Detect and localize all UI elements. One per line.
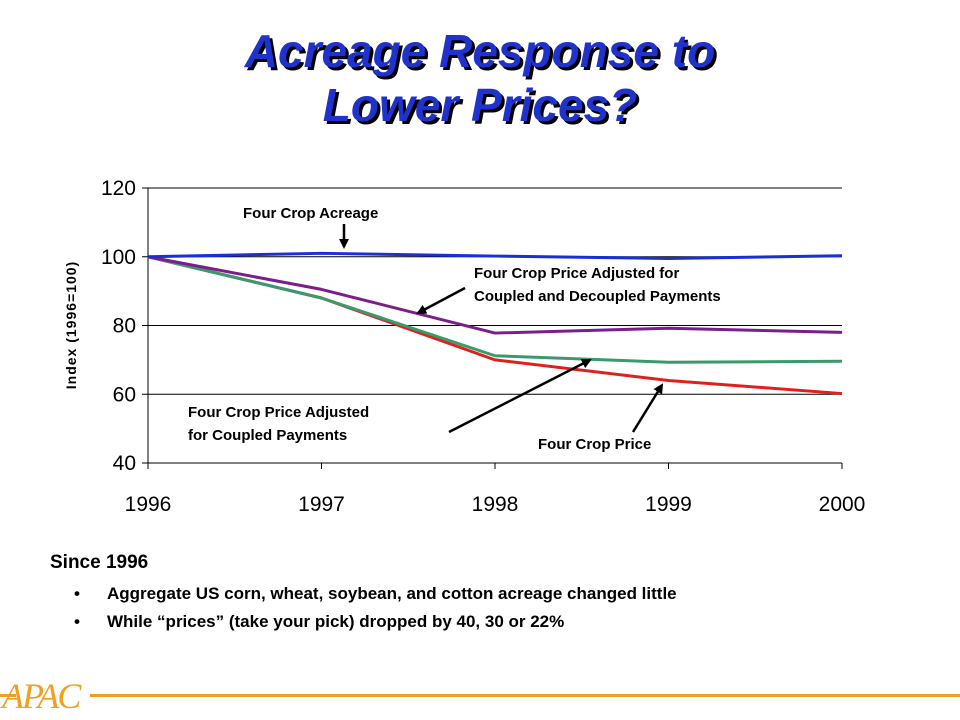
y-tick-label: 60: [113, 383, 136, 406]
y-tick-label: 80: [113, 315, 136, 338]
annotation-label: for Coupled Payments: [188, 427, 347, 444]
bullet-list: • Aggregate US corn, wheat, soybean, and …: [50, 584, 930, 632]
y-tick-label: 40: [113, 452, 136, 475]
annotation-arrow: [631, 383, 664, 433]
slide-title: Acreage Response to Lower Prices?: [0, 24, 960, 132]
y-tick-label: 100: [101, 246, 136, 269]
x-tick-label: 2000: [819, 493, 866, 516]
annotation-label: Coupled and Decoupled Payments: [474, 288, 721, 305]
x-tick-label: 1998: [472, 493, 519, 516]
annotation-arrow: [448, 358, 592, 434]
title-line-2: Lower Prices?: [322, 79, 638, 131]
annotations: Four Crop Acreage Four Crop Price Adjuste…: [188, 205, 721, 453]
apac-logo-text: APAC: [2, 676, 81, 716]
series-layer: [147, 251, 843, 396]
x-tick-label: 1997: [298, 493, 345, 516]
y-axis-label: Index (1996=100): [63, 261, 79, 389]
bullet-dot: •: [74, 584, 80, 603]
footer-rule: [90, 694, 960, 697]
series-line: [147, 255, 843, 364]
apac-logo: APAC: [2, 676, 98, 716]
series-line: [147, 251, 843, 260]
annotation-label: Four Crop Price Adjusted: [188, 404, 369, 421]
x-tick-label: 1996: [125, 493, 172, 516]
bullet-text: While “prices” (take your pick) dropped …: [107, 612, 565, 631]
bullet-text: Aggregate US corn, wheat, soybean, and c…: [107, 584, 677, 603]
y-tick-label: 120: [101, 177, 136, 200]
bullet-item: • While “prices” (take your pick) dropped…: [74, 612, 930, 632]
line-chart: 40 60 80 100 120 1996 1997 1998 1999 2000 Four Cr…: [63, 177, 865, 516]
x-tick-label: 1999: [645, 493, 692, 516]
footer-rule-left: [0, 694, 16, 697]
annotation-label: Four Crop Acreage: [243, 205, 378, 222]
axes: 40 60 80 100 120 1996 1997 1998 1999 2000: [101, 177, 865, 516]
bullet-item: • Aggregate US corn, wheat, soybean, and …: [74, 584, 930, 604]
annotation-label: Four Crop Price Adjusted for: [474, 265, 679, 282]
annotation-arrow: [416, 286, 466, 315]
since-heading: Since 1996: [50, 552, 149, 573]
annotation-label: Four Crop Price: [538, 436, 651, 453]
title-line-1: Acreage Response to: [244, 25, 716, 77]
bullets-block: Since 1996 • Aggregate US corn, wheat, so…: [50, 552, 930, 640]
series-line: [147, 255, 843, 335]
bullet-dot: •: [74, 612, 80, 631]
